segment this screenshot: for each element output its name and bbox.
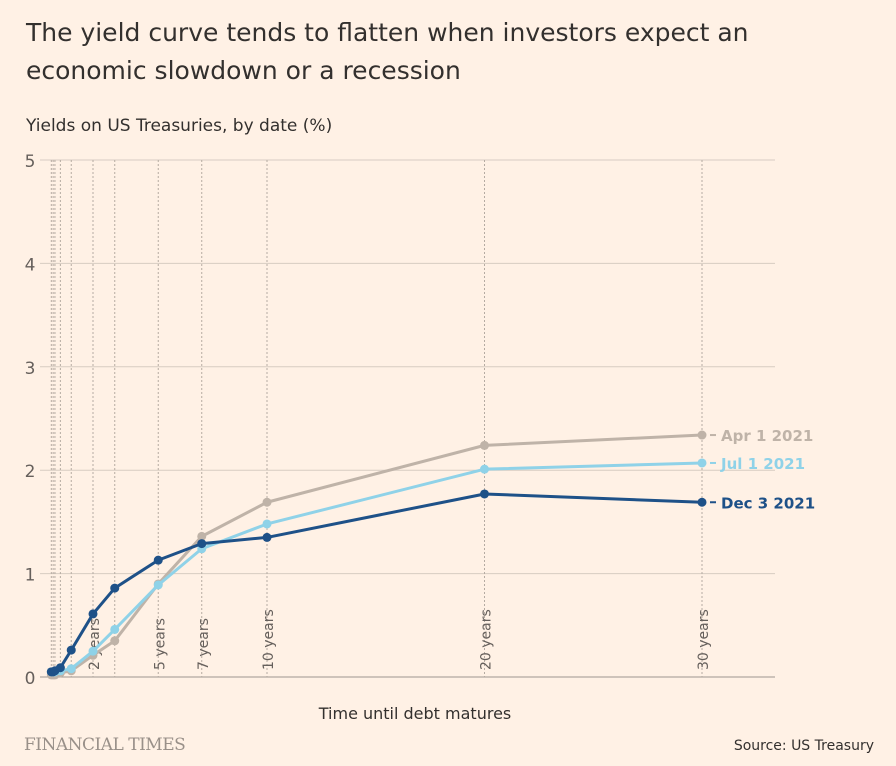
x-tick-label: 5 years	[152, 618, 168, 670]
data-point	[262, 532, 272, 542]
data-point	[153, 580, 163, 590]
data-point	[110, 636, 120, 646]
data-point	[66, 645, 76, 655]
series-label: Apr 1 2021	[721, 427, 813, 445]
ft-logo: FINANCIAL TIMES	[24, 735, 186, 755]
data-point	[88, 609, 98, 619]
x-tick-label: 7 years	[196, 618, 212, 670]
data-point	[197, 539, 207, 549]
data-point	[153, 555, 163, 565]
y-tick-label: 3	[25, 359, 36, 379]
y-tick-label: 0	[25, 669, 36, 689]
series-line-0	[51, 433, 703, 677]
data-point	[55, 663, 65, 673]
x-tick-label: 20 years	[479, 609, 495, 670]
y-tick-label: 2	[25, 462, 36, 482]
data-point	[697, 430, 707, 440]
data-point	[110, 624, 120, 634]
series-label: Jul 1 2021	[720, 455, 805, 473]
data-point	[262, 497, 272, 507]
data-point	[197, 531, 207, 541]
data-point	[262, 519, 272, 529]
data-point	[110, 583, 120, 593]
series-line-2	[51, 492, 703, 674]
x-tick-label: 10 years	[261, 609, 277, 670]
source-note: Source: US Treasury	[733, 738, 874, 754]
data-point	[480, 489, 489, 499]
data-point	[480, 440, 489, 450]
x-tick-label: 30 years	[696, 609, 712, 670]
series-label: Dec 3 2021	[721, 494, 815, 512]
data-point	[697, 497, 707, 507]
chart-title: The yield curve tends to flatten when in…	[26, 18, 749, 85]
data-point	[88, 646, 98, 656]
chart-subtitle: Yields on US Treasuries, by date (%)	[26, 116, 333, 136]
x-axis-label: Time until debt matures	[318, 704, 512, 723]
data-point	[697, 458, 707, 468]
y-tick-label: 4	[25, 255, 36, 275]
data-point	[480, 464, 489, 474]
y-tick-label: 1	[25, 566, 36, 586]
data-point	[66, 664, 76, 674]
y-tick-label: 5	[25, 152, 36, 172]
